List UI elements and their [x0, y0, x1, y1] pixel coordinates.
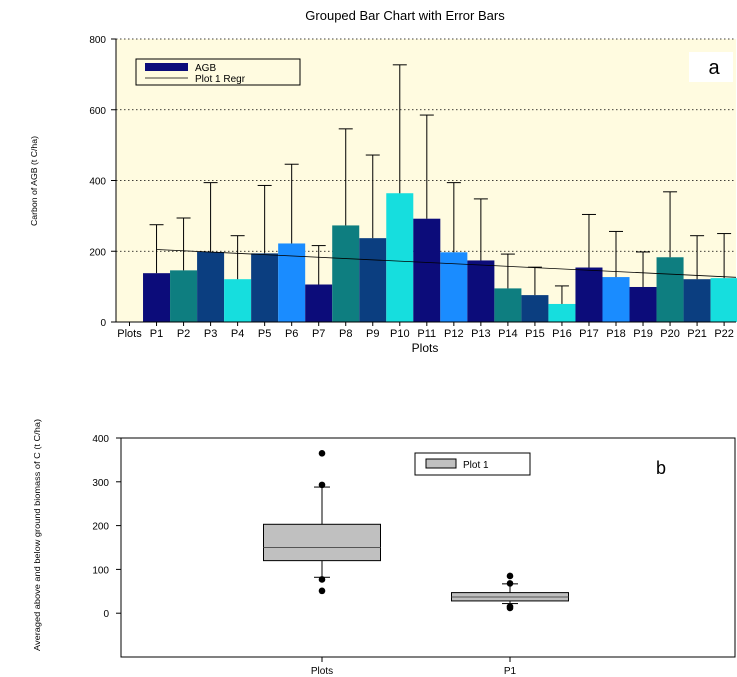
x-tick-label: P6	[285, 328, 298, 340]
y-tick-label: 100	[92, 565, 109, 576]
bar	[305, 284, 333, 322]
x-tick-label: P9	[366, 328, 379, 340]
bar	[143, 273, 171, 322]
outlier-point	[318, 450, 326, 457]
y-tick-label: 0	[103, 609, 109, 620]
chart-b-boxes	[263, 450, 569, 612]
bar	[710, 278, 737, 322]
x-tick-label: P22	[714, 328, 734, 340]
chart-a-panel-letter: a	[708, 57, 720, 79]
outlier-point	[318, 587, 326, 595]
bar	[197, 251, 225, 322]
x-tick-label: P14	[498, 328, 518, 340]
box	[263, 523, 381, 562]
x-tick-label: P21	[687, 328, 707, 340]
outlier-point	[318, 576, 326, 583]
chart-a-x-axis-label: Plots	[412, 341, 439, 355]
x-tick-label: P2	[177, 328, 190, 340]
chart-a-legend: AGB Plot 1 Regr	[135, 58, 301, 86]
y-tick-label: 0	[100, 318, 106, 329]
y-tick-label: 200	[92, 522, 109, 533]
legend-label-agb: AGB	[195, 63, 216, 74]
outlier-point	[506, 603, 514, 610]
bar	[521, 295, 549, 322]
bar	[440, 252, 468, 322]
chart-b-legend: Plot 1	[414, 452, 531, 476]
bar	[575, 267, 603, 322]
bar	[170, 270, 198, 322]
regression-line	[156, 249, 737, 278]
legend-swatch-agb	[145, 63, 188, 71]
bar	[224, 279, 252, 322]
chart-a-gridlines	[116, 38, 736, 252]
y-tick-label: 400	[89, 177, 106, 188]
x-tick-label: P11	[417, 328, 436, 340]
x-tick-label: P17	[579, 328, 599, 340]
legend-label-regression: Plot 1 Regr	[195, 74, 246, 85]
chart-a-title: Grouped Bar Chart with Error Bars	[305, 8, 505, 23]
chart-b-x-ticks: Plots P1	[311, 657, 517, 677]
chart-a-error-bars	[149, 64, 732, 304]
chart-a-x-ticks: Plots P1 P2 P3 P4 P5 P6 P7 P8 P9 P10 P11 P12 P13 P14 P1…	[117, 322, 734, 340]
chart-b-y-axis-label: Averaged above and below ground biomass …	[33, 419, 42, 651]
chart-a-bars	[143, 193, 737, 322]
x-tick-label: Plots	[311, 666, 333, 677]
x-tick-label: P5	[258, 328, 271, 340]
bar	[251, 253, 279, 322]
x-tick-label: P10	[390, 328, 410, 340]
bar	[467, 260, 495, 322]
x-tick-label: P13	[471, 328, 491, 340]
chart-a-panel-letter-box	[689, 52, 733, 82]
x-tick-label: P18	[606, 328, 626, 340]
x-tick-label: P19	[633, 328, 653, 340]
legend-swatch-plot-1	[425, 458, 457, 469]
y-tick-label: 800	[89, 35, 106, 46]
bar	[683, 279, 711, 322]
bar	[332, 225, 360, 322]
x-tick-label: P3	[204, 328, 217, 340]
bar	[494, 288, 522, 322]
bar	[656, 257, 684, 322]
legend-label-plot-1: Plot 1	[463, 460, 489, 471]
y-tick-label: 200	[89, 247, 106, 258]
outlier-point	[506, 572, 514, 580]
x-tick-label: P15	[525, 328, 545, 340]
chart-b-y-ticks: 0 100 200 300 400	[92, 434, 121, 620]
x-tick-label: P12	[444, 328, 464, 340]
chart-a-y-ticks: 0 200 400 600 800	[89, 35, 116, 329]
x-tick-label: P7	[312, 328, 325, 340]
outlier-point	[506, 580, 514, 587]
y-tick-label: 600	[89, 106, 106, 117]
x-tick-label: Plots	[117, 328, 142, 340]
chart-b-panel-letter: b	[656, 458, 666, 478]
y-tick-label: 400	[92, 434, 109, 445]
x-tick-label: P1	[504, 666, 517, 677]
x-tick-label: P8	[339, 328, 352, 340]
bar	[359, 238, 387, 322]
outlier-point	[318, 481, 326, 489]
bar	[602, 277, 630, 322]
x-tick-label: P4	[231, 328, 244, 340]
x-tick-label: P1	[150, 328, 163, 340]
x-tick-label: P16	[552, 328, 572, 340]
bar	[413, 218, 441, 322]
y-tick-label: 300	[92, 478, 109, 489]
chart-a-y-axis-label: Carbon of AGB (t C/ha)	[30, 136, 39, 226]
bar	[548, 303, 576, 322]
bar	[629, 286, 657, 322]
x-tick-label: P20	[660, 328, 680, 340]
bar	[386, 193, 414, 322]
